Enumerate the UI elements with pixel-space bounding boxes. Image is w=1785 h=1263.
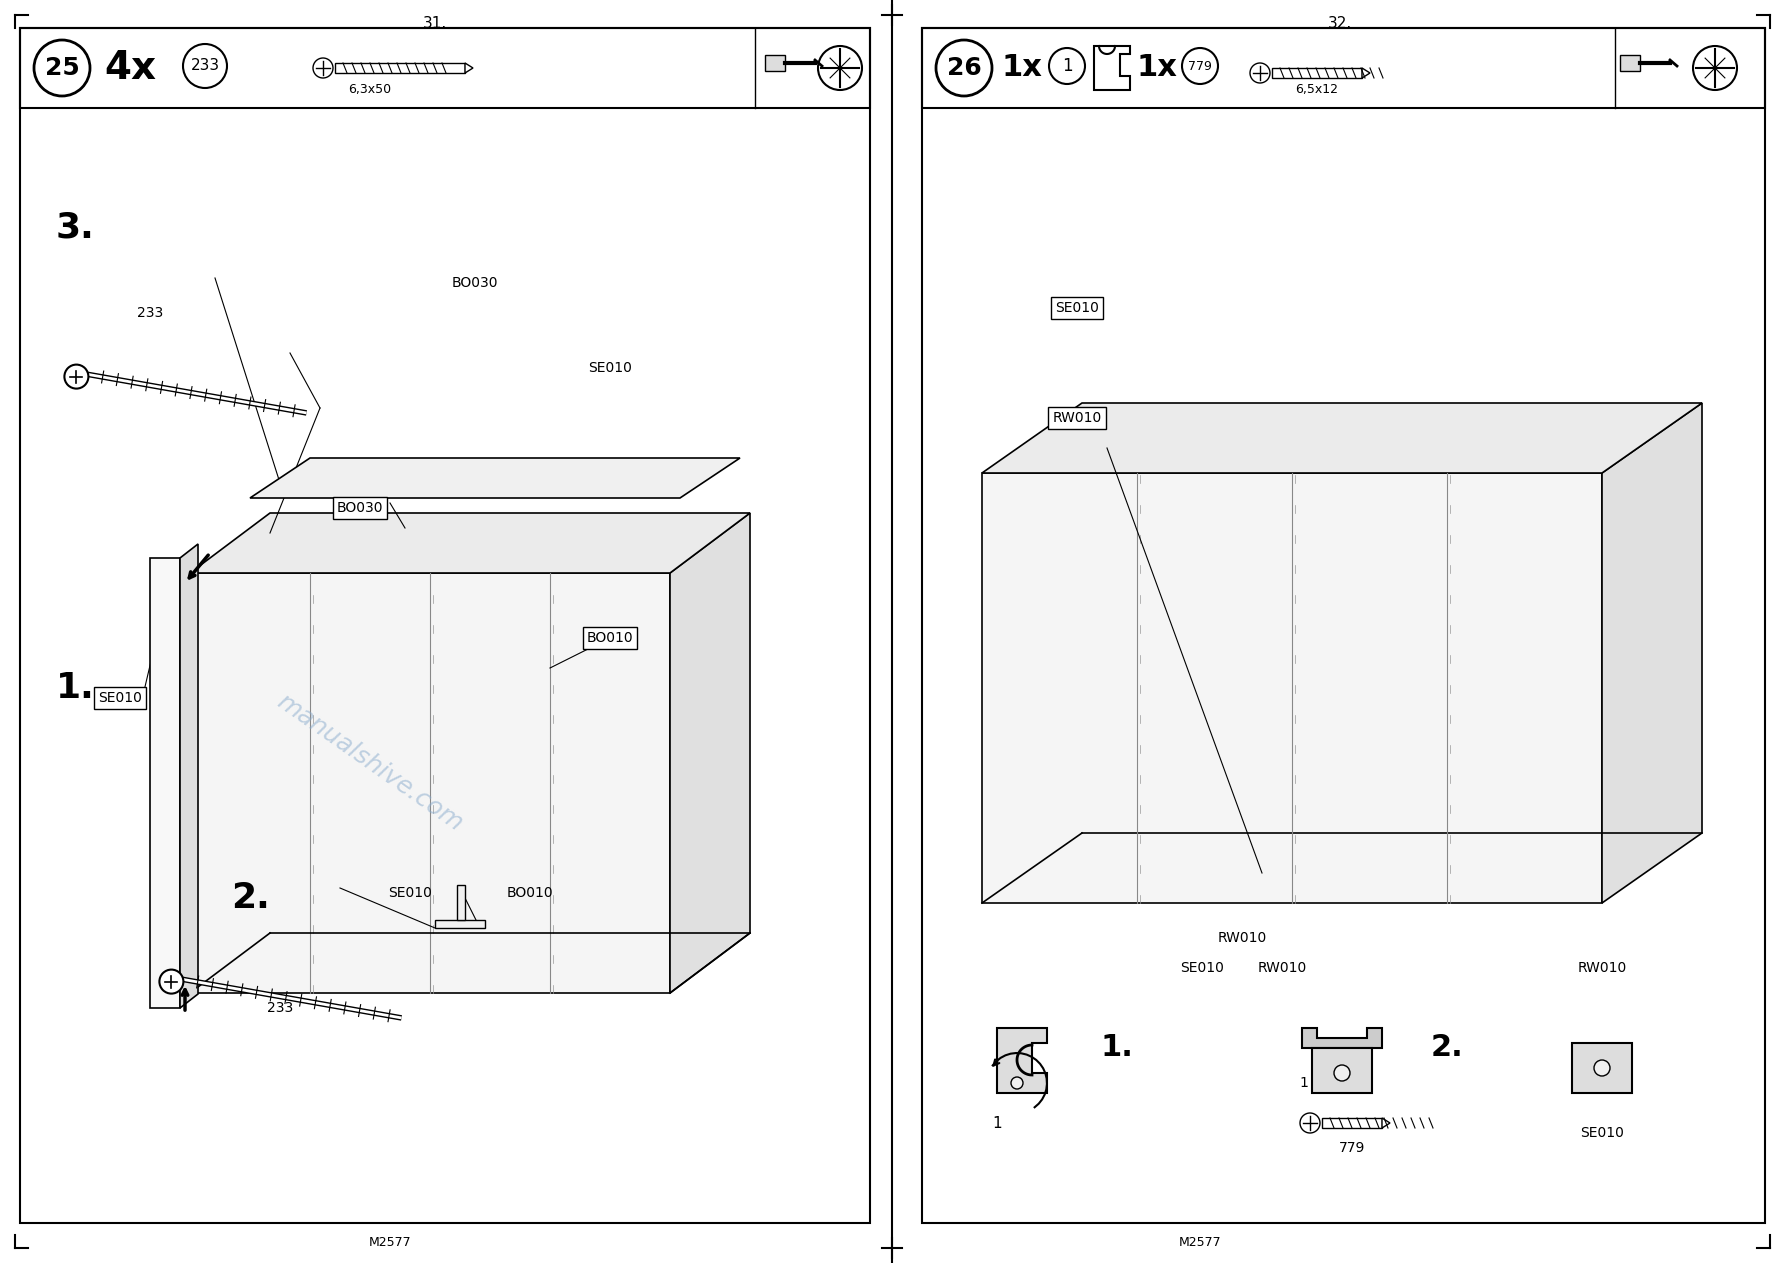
Text: 1.: 1. [55, 671, 95, 705]
Circle shape [1250, 63, 1269, 83]
Bar [20, 28, 869, 109]
Polygon shape [1312, 1048, 1373, 1092]
Text: SE010: SE010 [98, 691, 143, 705]
Polygon shape [998, 1028, 1048, 1092]
Polygon shape [1094, 45, 1130, 90]
Text: 1: 1 [1062, 57, 1073, 75]
Polygon shape [466, 63, 473, 73]
Circle shape [935, 40, 992, 96]
Bar [336, 63, 466, 73]
Circle shape [312, 58, 334, 78]
Text: 6,3x50: 6,3x50 [348, 83, 391, 96]
Text: BO010: BO010 [587, 632, 634, 645]
Circle shape [1594, 1060, 1610, 1076]
Text: 1x: 1x [1001, 53, 1042, 82]
Text: BO030: BO030 [337, 501, 384, 515]
Polygon shape [189, 513, 750, 573]
Polygon shape [250, 458, 741, 498]
Bar [1323, 1118, 1382, 1128]
Bar [457, 885, 466, 919]
Text: 26: 26 [946, 56, 982, 80]
Circle shape [1333, 1065, 1349, 1081]
Circle shape [34, 40, 89, 96]
Text: 233: 233 [137, 306, 162, 320]
Polygon shape [1621, 56, 1640, 71]
Text: 31.: 31. [423, 15, 446, 30]
Circle shape [818, 45, 862, 90]
Polygon shape [189, 573, 669, 993]
Circle shape [1299, 1113, 1319, 1133]
Polygon shape [982, 474, 1601, 903]
Circle shape [1050, 48, 1085, 85]
Text: SE010: SE010 [1180, 961, 1225, 975]
Text: 2.: 2. [1430, 1033, 1464, 1062]
Polygon shape [766, 56, 785, 71]
Text: manualshive.com: manualshive.com [273, 690, 468, 836]
Polygon shape [1382, 1118, 1391, 1128]
Circle shape [1010, 1077, 1023, 1089]
Circle shape [159, 970, 184, 994]
Text: SE010: SE010 [587, 361, 632, 375]
Text: BO030: BO030 [452, 277, 498, 290]
Text: RW010: RW010 [1217, 931, 1267, 945]
Circle shape [64, 365, 89, 389]
Bar [20, 28, 869, 1223]
Text: RW010: RW010 [1053, 410, 1101, 426]
Polygon shape [669, 513, 750, 993]
Text: 1: 1 [992, 1115, 1001, 1130]
Text: 1x: 1x [1137, 53, 1178, 82]
Polygon shape [150, 558, 180, 1008]
Text: 233: 233 [268, 1002, 293, 1015]
Circle shape [1692, 45, 1737, 90]
Text: 4x: 4x [104, 49, 155, 87]
Text: 6,5x12: 6,5x12 [1296, 83, 1339, 96]
Polygon shape [1301, 1028, 1382, 1048]
Text: RW010: RW010 [1578, 961, 1626, 975]
Bar [436, 919, 486, 928]
Polygon shape [180, 544, 198, 1008]
Text: 32.: 32. [1328, 15, 1351, 30]
Text: M2577: M2577 [1178, 1236, 1221, 1249]
Text: 779: 779 [1189, 59, 1212, 72]
Text: M2577: M2577 [369, 1236, 411, 1249]
Text: SE010: SE010 [1580, 1127, 1624, 1140]
Polygon shape [982, 403, 1703, 474]
Text: 779: 779 [1339, 1140, 1366, 1154]
Text: 2.: 2. [230, 882, 270, 914]
Text: 1: 1 [1299, 1076, 1308, 1090]
Text: SE010: SE010 [1055, 301, 1100, 314]
Polygon shape [1601, 403, 1703, 903]
Bar [1273, 68, 1362, 78]
Polygon shape [1362, 68, 1371, 78]
Bar [923, 28, 1765, 109]
Text: RW010: RW010 [1257, 961, 1307, 975]
Polygon shape [1573, 1043, 1631, 1092]
Text: 1.: 1. [1101, 1033, 1133, 1062]
Text: 233: 233 [191, 58, 220, 73]
Text: SE010: SE010 [387, 887, 432, 901]
Text: BO010: BO010 [507, 887, 553, 901]
Circle shape [1182, 48, 1217, 85]
Bar [923, 28, 1765, 1223]
Circle shape [184, 44, 227, 88]
Text: 3.: 3. [55, 211, 95, 245]
Text: 25: 25 [45, 56, 79, 80]
